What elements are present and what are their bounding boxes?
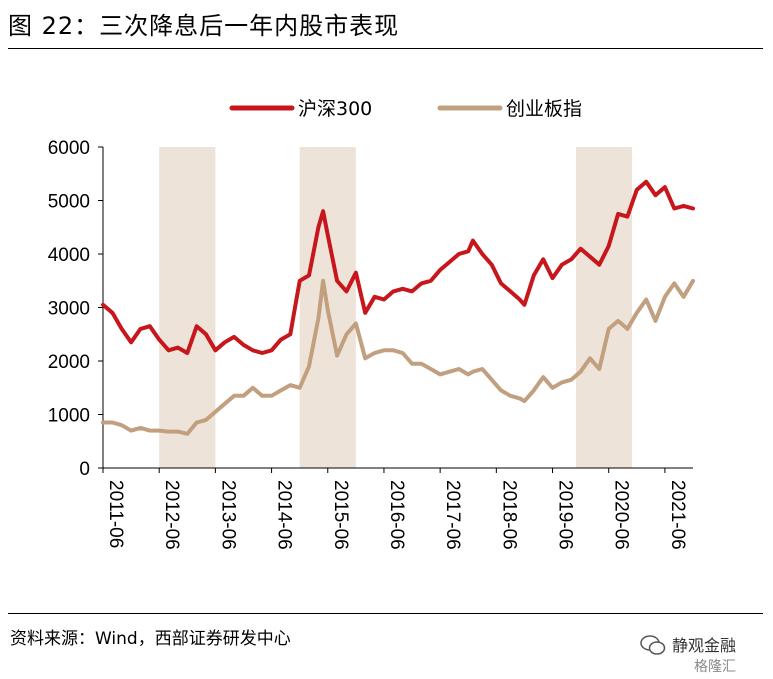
x-tick-label: 2013-06	[217, 480, 238, 550]
y-tick-label: 1000	[48, 406, 90, 427]
source-rule	[8, 613, 763, 614]
shaded-period-3	[575, 147, 633, 468]
x-tick-label: 2016-06	[386, 480, 407, 550]
x-axis: 2011-06 2012-06 2013-06 2014-06 2015-06 2016-…	[102, 467, 693, 550]
series-line-2	[101, 278, 695, 436]
y-axis: 0 1000 2000 3000 4000 5000 6000	[48, 138, 104, 480]
legend-label-1: 沪深300	[298, 98, 372, 120]
watermark-sub: 格隆汇	[694, 659, 736, 675]
y-tick-label: 0	[79, 459, 90, 480]
x-tick-label: 2012-06	[161, 480, 182, 550]
x-tick-label: 2014-06	[274, 480, 295, 550]
source-note: 资料来源：Wind，西部证券研发中心	[10, 629, 291, 649]
title-rule	[8, 48, 763, 49]
y-tick-label: 5000	[48, 192, 90, 213]
x-tick-label: 2021-06	[667, 480, 688, 550]
y-tick-label: 6000	[48, 138, 90, 159]
y-tick-label: 2000	[48, 352, 90, 373]
y-tick-label: 3000	[48, 299, 90, 320]
wechat-icon	[640, 635, 666, 655]
series-line-1	[101, 179, 695, 355]
x-tick-label: 2011-06	[105, 480, 126, 548]
watermark-main: 静观金融	[672, 636, 737, 655]
x-tick-label: 2020-06	[611, 480, 632, 550]
shaded-periods	[159, 147, 633, 468]
legend: 沪深300 创业板指	[229, 98, 582, 120]
x-tick-label: 2017-06	[442, 480, 463, 550]
x-tick-label: 2015-06	[330, 480, 351, 550]
series-lines	[101, 179, 695, 436]
x-tick-label: 2018-06	[498, 480, 519, 550]
chart: 0 1000 2000 3000 4000 5000 6000 2011-06 2012-06…	[48, 98, 695, 550]
x-tick-label: 2019-06	[555, 480, 576, 550]
shaded-period-1	[159, 147, 216, 468]
legend-label-2: 创业板指	[506, 98, 582, 120]
y-tick-label: 4000	[48, 245, 90, 266]
figure-title: 图 22：三次降息后一年内股市表现	[8, 12, 400, 40]
